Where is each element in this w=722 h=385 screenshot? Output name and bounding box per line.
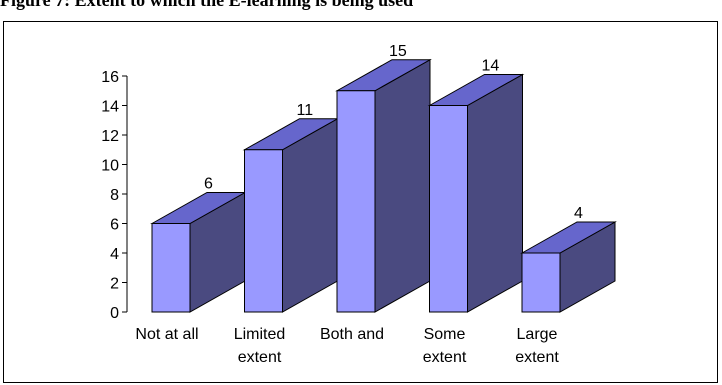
x-tick-label: Both and	[320, 326, 384, 343]
x-tick-label: Limited	[234, 326, 286, 343]
data-label: 4	[574, 205, 583, 222]
bar	[244, 149, 283, 313]
x-tick-label: extent	[515, 349, 559, 366]
data-label: 15	[389, 43, 407, 60]
x-tick-label: extent	[238, 349, 282, 366]
bar	[336, 90, 376, 313]
y-tick-label: 2	[110, 276, 119, 293]
data-label: 6	[204, 176, 213, 193]
y-tick-label: 14	[101, 99, 119, 116]
bar	[521, 252, 561, 313]
x-tick-label: Large	[517, 326, 558, 343]
bar-side-face	[467, 73, 523, 313]
bar	[151, 223, 191, 313]
x-tick-label: Some	[424, 326, 466, 343]
page-title: Figure 7: Extent to which the E-learning…	[0, 0, 414, 10]
x-tick-label: extent	[423, 349, 467, 366]
x-tick-label: Not at all	[135, 326, 198, 343]
y-tick-label: 10	[101, 158, 119, 175]
y-tick-label: 16	[101, 69, 119, 86]
y-tick-label: 8	[110, 187, 119, 204]
bar-side-face	[282, 117, 338, 313]
data-label: 14	[482, 58, 500, 75]
chart-frame	[3, 21, 718, 383]
y-tick-label: 4	[110, 246, 119, 263]
y-tick-label: 6	[110, 217, 119, 234]
y-tick-label: 12	[101, 128, 119, 145]
data-label: 11	[297, 102, 314, 119]
bar	[429, 105, 468, 313]
y-tick-label: 0	[110, 305, 119, 322]
bar-side-face	[374, 58, 431, 313]
